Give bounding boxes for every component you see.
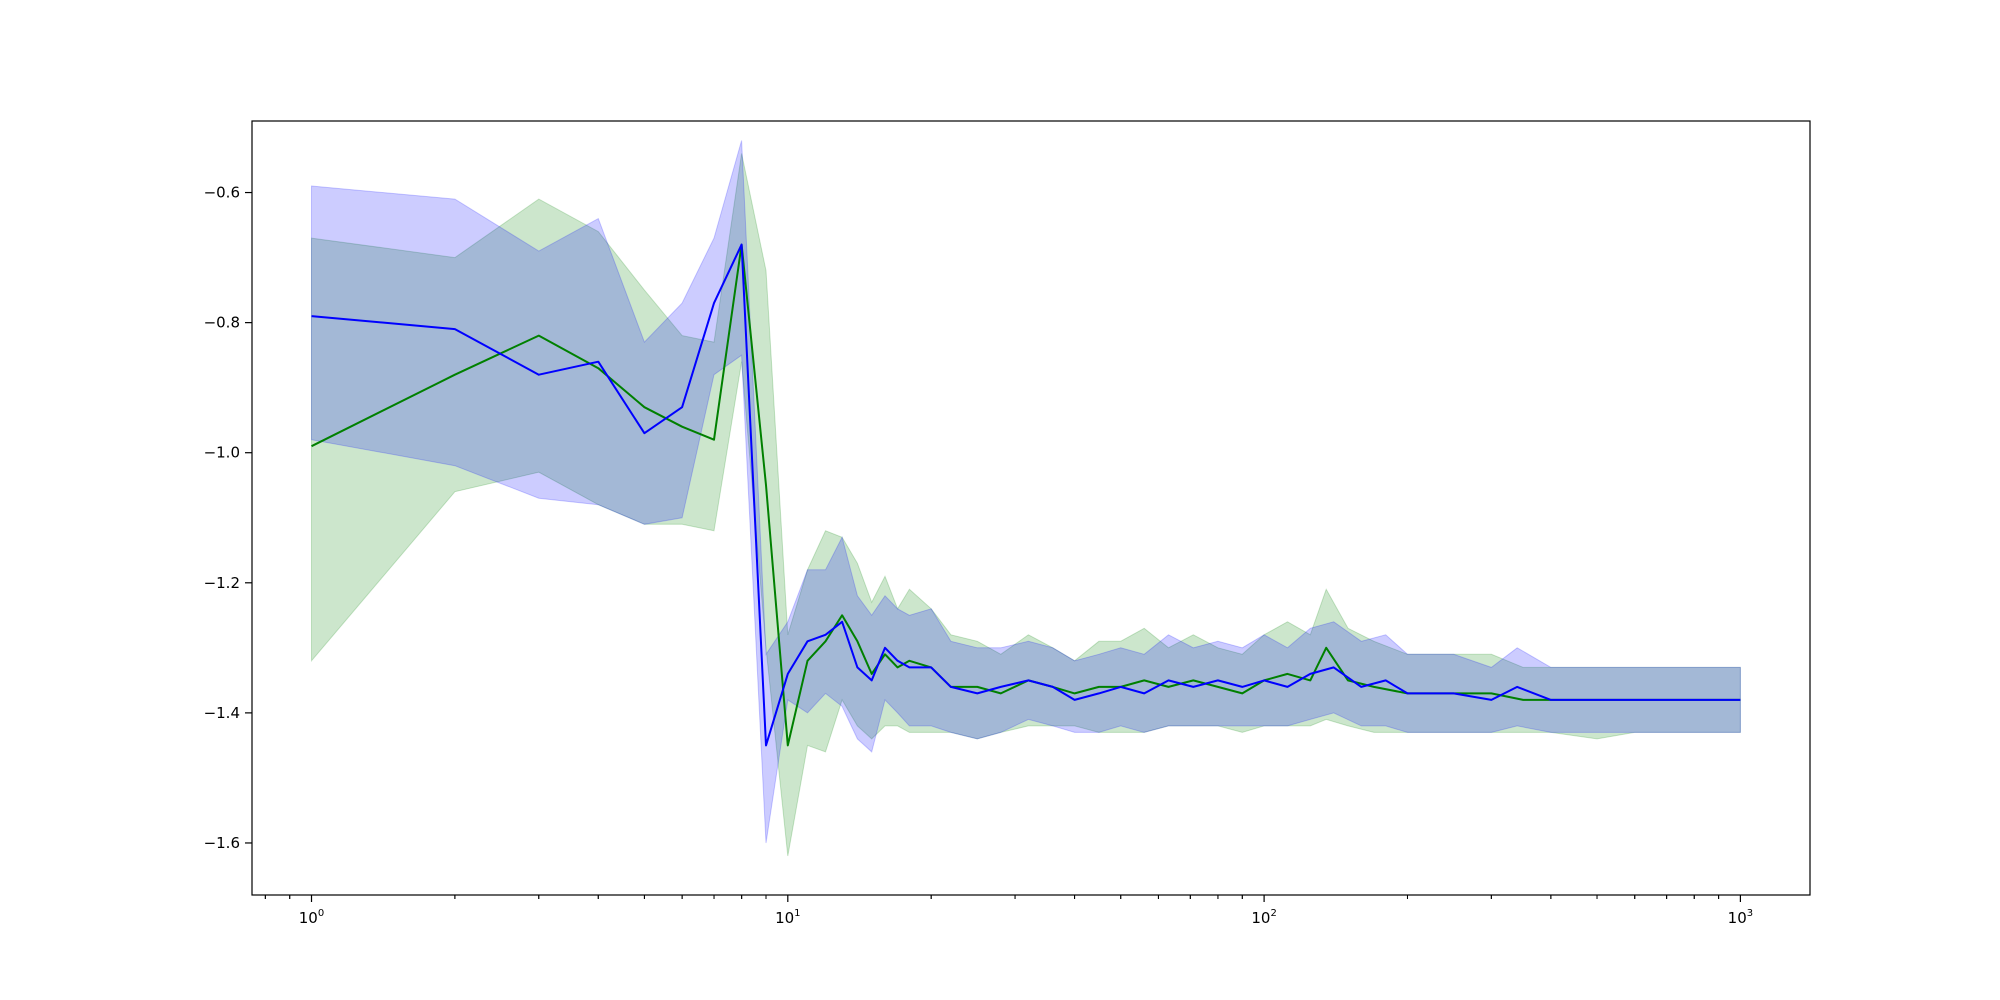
x-axis-ticks: 100 101 102 103 (264, 895, 1753, 927)
x-tick-label: 101 (775, 908, 800, 927)
y-tick-label: −0.8 (204, 314, 240, 332)
y-tick-label: −1.4 (204, 704, 240, 722)
x-tick-label: 102 (1251, 908, 1276, 927)
y-tick-label: −1.2 (204, 574, 240, 592)
y-tick-label: −1.0 (204, 444, 240, 462)
series-2-line (311, 243, 1741, 747)
plot-area-frame (251, 120, 1811, 896)
y-tick-label: −1.6 (204, 834, 240, 852)
y-tick-label: −0.6 (204, 184, 240, 202)
x-tick-label: 103 (1728, 908, 1753, 927)
y-axis-ticks: −1.6 −1.4 −1.2 −1.0 −0.8 −0.6 (204, 184, 252, 852)
series-lines (311, 243, 1741, 747)
series-2-band (311, 140, 1741, 844)
series-1-line (311, 243, 1741, 747)
x-tick-label: 100 (299, 908, 324, 927)
